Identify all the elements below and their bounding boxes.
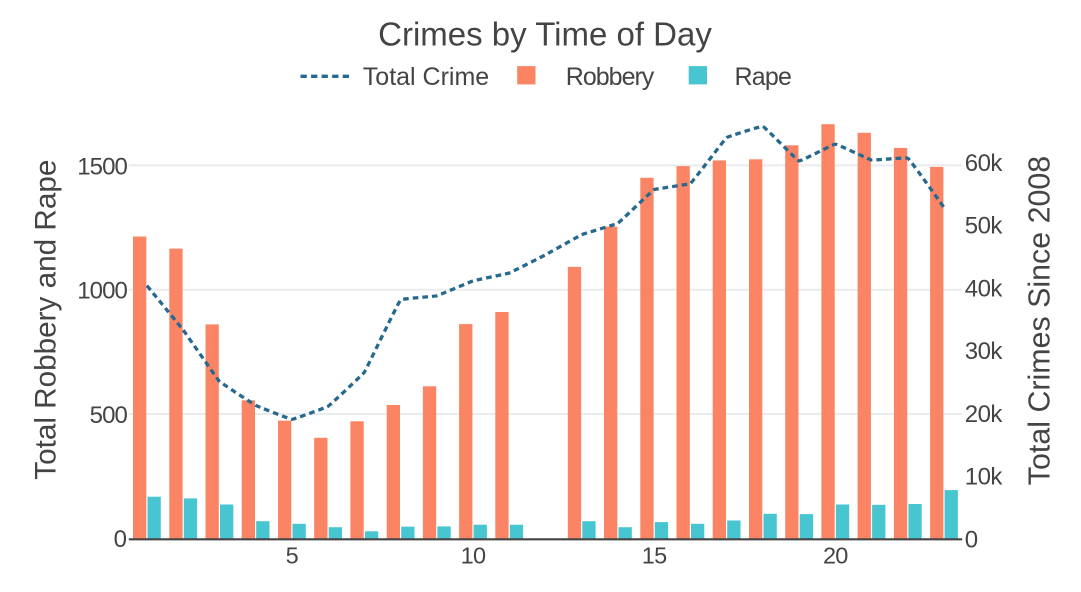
svg-text:500: 500 <box>90 402 128 429</box>
svg-text:30k: 30k <box>965 338 1004 365</box>
svg-text:0: 0 <box>114 526 127 553</box>
svg-text:Total Crimes Since 2008: Total Crimes Since 2008 <box>1023 156 1057 485</box>
svg-text:60k: 60k <box>965 150 1004 177</box>
svg-text:20: 20 <box>823 543 848 569</box>
svg-text:Total Robbery and Rape: Total Robbery and Rape <box>30 160 63 480</box>
svg-text:10: 10 <box>461 543 486 569</box>
svg-text:Total Crime: Total Crime <box>363 63 489 91</box>
svg-text:15: 15 <box>642 543 667 569</box>
svg-text:Rape: Rape <box>735 63 792 91</box>
svg-text:Robbery: Robbery <box>566 63 655 91</box>
svg-text:1000: 1000 <box>77 278 127 305</box>
svg-text:Crimes by Time of Day: Crimes by Time of Day <box>378 16 712 53</box>
svg-text:5: 5 <box>286 543 299 569</box>
svg-text:20k: 20k <box>965 401 1004 428</box>
svg-text:1500: 1500 <box>77 153 127 180</box>
svg-text:50k: 50k <box>965 213 1004 240</box>
svg-text:40k: 40k <box>965 275 1004 302</box>
svg-text:0: 0 <box>965 526 978 553</box>
svg-text:10k: 10k <box>965 464 1004 491</box>
